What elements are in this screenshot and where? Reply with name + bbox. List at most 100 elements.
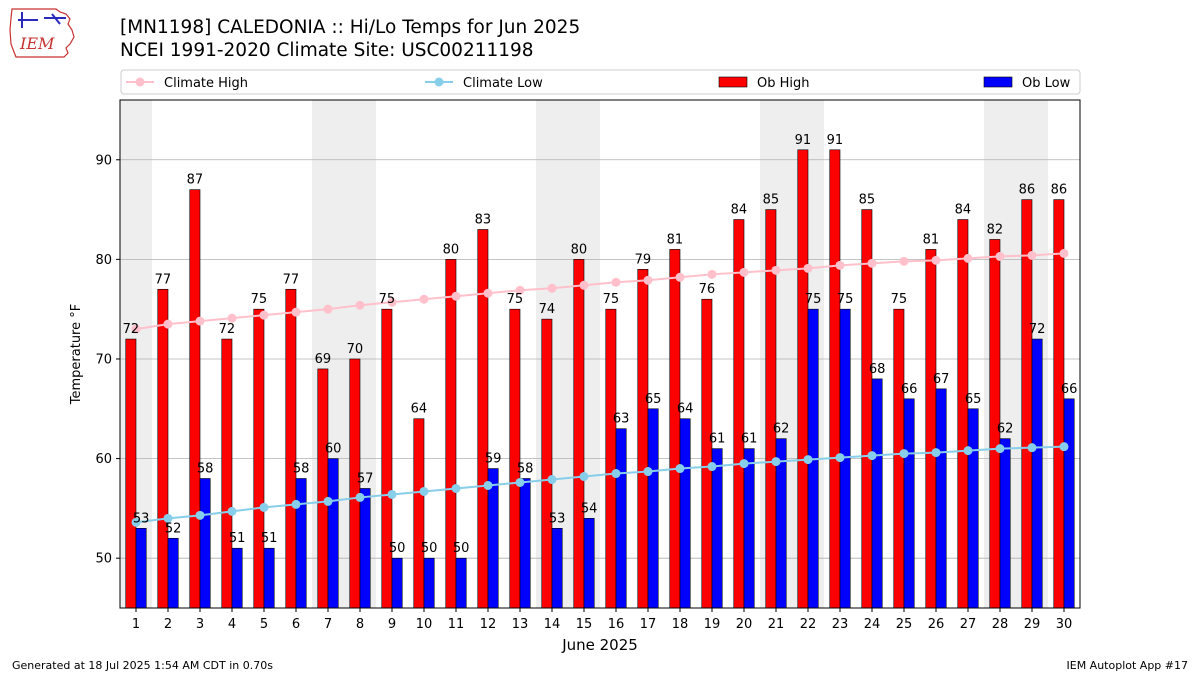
generated-note: Generated at 18 Jul 2025 1:54 AM CDT in …: [12, 659, 273, 672]
climate-high-point: [803, 263, 813, 273]
climate-low-line: [135, 445, 1065, 524]
ob-high-label: 74: [539, 302, 556, 317]
ob-high-bar: [445, 259, 457, 608]
ob-high-bar: [189, 189, 201, 608]
x-tick-label: 30: [1056, 617, 1073, 632]
ob-high-label: 85: [763, 193, 780, 208]
ob-low-label: 53: [133, 511, 150, 526]
ob-low-bar: [455, 557, 467, 608]
climate-low-point: [579, 472, 589, 482]
ob-low-label: 54: [581, 501, 598, 516]
x-tick-label: 15: [576, 617, 593, 632]
ob-low-label: 51: [261, 531, 278, 546]
climate-high-point: [611, 277, 621, 287]
ob-high-label: 86: [1051, 183, 1068, 198]
ob-low-bar: [263, 547, 275, 608]
climate-high-point: [963, 253, 973, 263]
ob-low-label: 75: [837, 292, 854, 307]
x-tick-label: 8: [356, 617, 364, 632]
ob-low-bar: [967, 408, 979, 608]
x-tick-label: 21: [768, 617, 785, 632]
ob-low-label: 65: [645, 392, 662, 407]
climate-low-point: [995, 444, 1005, 454]
ob-high-bar: [317, 368, 329, 608]
climate-high-point: [675, 272, 685, 282]
ob-low-label: 58: [197, 462, 214, 477]
climate-high-point: [771, 265, 781, 275]
plot-area: [120, 100, 1080, 608]
ob-high-label: 76: [699, 282, 716, 297]
climate-low-point: [387, 489, 397, 499]
x-tick-label: 17: [640, 617, 657, 632]
ob-low-label: 51: [229, 531, 246, 546]
climate-low-point: [931, 448, 941, 458]
climate-high-point: [1059, 248, 1069, 258]
ob-low-label: 67: [933, 372, 950, 387]
y-tick-label: 60: [95, 452, 112, 467]
ob-high-bar: [829, 149, 841, 608]
ob-high-bar: [701, 298, 713, 608]
climate-low-point: [771, 457, 781, 467]
x-tick-label: 27: [960, 617, 977, 632]
legend-label: Climate High: [164, 76, 248, 91]
ob-low-label: 53: [549, 511, 566, 526]
ob-high-label: 82: [987, 222, 1004, 237]
ob-low-bar: [679, 418, 691, 608]
ob-high-label: 85: [859, 193, 876, 208]
climate-high-point: [163, 319, 173, 329]
ob-low-bar: [903, 398, 915, 608]
ob-low-label: 72: [1029, 322, 1046, 337]
climate-low-point: [259, 502, 269, 512]
climate-high-point: [515, 285, 525, 295]
x-tick-label: 22: [800, 617, 817, 632]
ob-low-label: 59: [485, 452, 502, 467]
ob-high-label: 75: [251, 292, 268, 307]
ob-low-label: 58: [517, 462, 534, 477]
ob-low-bar: [519, 478, 531, 608]
ob-low-label: 52: [165, 521, 182, 536]
y-axis-label: Temperature °F: [69, 304, 84, 405]
ob-low-bar: [615, 428, 627, 608]
x-tick-label: 9: [388, 617, 396, 632]
ob-high-bar: [637, 269, 649, 608]
ob-low-bar: [551, 528, 563, 608]
climate-high-point: [899, 256, 909, 266]
ob-high-label: 83: [475, 212, 492, 227]
ob-high-bar: [925, 249, 937, 608]
climate-low-point: [419, 486, 429, 496]
climate-high-point: [835, 260, 845, 270]
climate-low-point: [963, 446, 973, 456]
climate-high-point: [291, 307, 301, 317]
climate-low-point: [643, 467, 653, 477]
climate-low-point: [227, 506, 237, 516]
climate-low-point: [515, 477, 525, 487]
x-tick-label: 6: [292, 617, 300, 632]
climate-low-point: [323, 496, 333, 506]
plot-frame: [119, 99, 1081, 609]
ob-high-bar: [797, 149, 809, 608]
climate-high-point: [867, 258, 877, 268]
climate-high-point: [931, 255, 941, 265]
x-tick-label: 25: [896, 617, 913, 632]
ob-high-label: 72: [219, 322, 236, 337]
ob-low-bar: [231, 547, 243, 608]
ob-high-label: 80: [571, 242, 588, 257]
ob-high-bar: [285, 288, 297, 608]
x-tick-label: 7: [324, 617, 332, 632]
ob-high-label: 75: [379, 292, 396, 307]
legend-frame: [120, 69, 1081, 95]
x-tick-label: 4: [228, 617, 236, 632]
x-tick-label: 12: [480, 617, 497, 632]
ob-high-label: 75: [891, 292, 908, 307]
climate-low-point: [163, 513, 173, 523]
ob-high-label: 91: [795, 133, 812, 148]
x-tick-label: 11: [448, 617, 465, 632]
ob-high-label: 86: [1019, 183, 1036, 198]
ob-high-bar: [1021, 199, 1033, 608]
ob-high-bar: [253, 308, 265, 608]
ob-low-label: 50: [453, 541, 470, 556]
legend: Climate High Climate Low Ob High Ob Low: [120, 69, 1081, 95]
ob-high-bar: [669, 249, 681, 608]
x-tick-label: 16: [608, 617, 625, 632]
